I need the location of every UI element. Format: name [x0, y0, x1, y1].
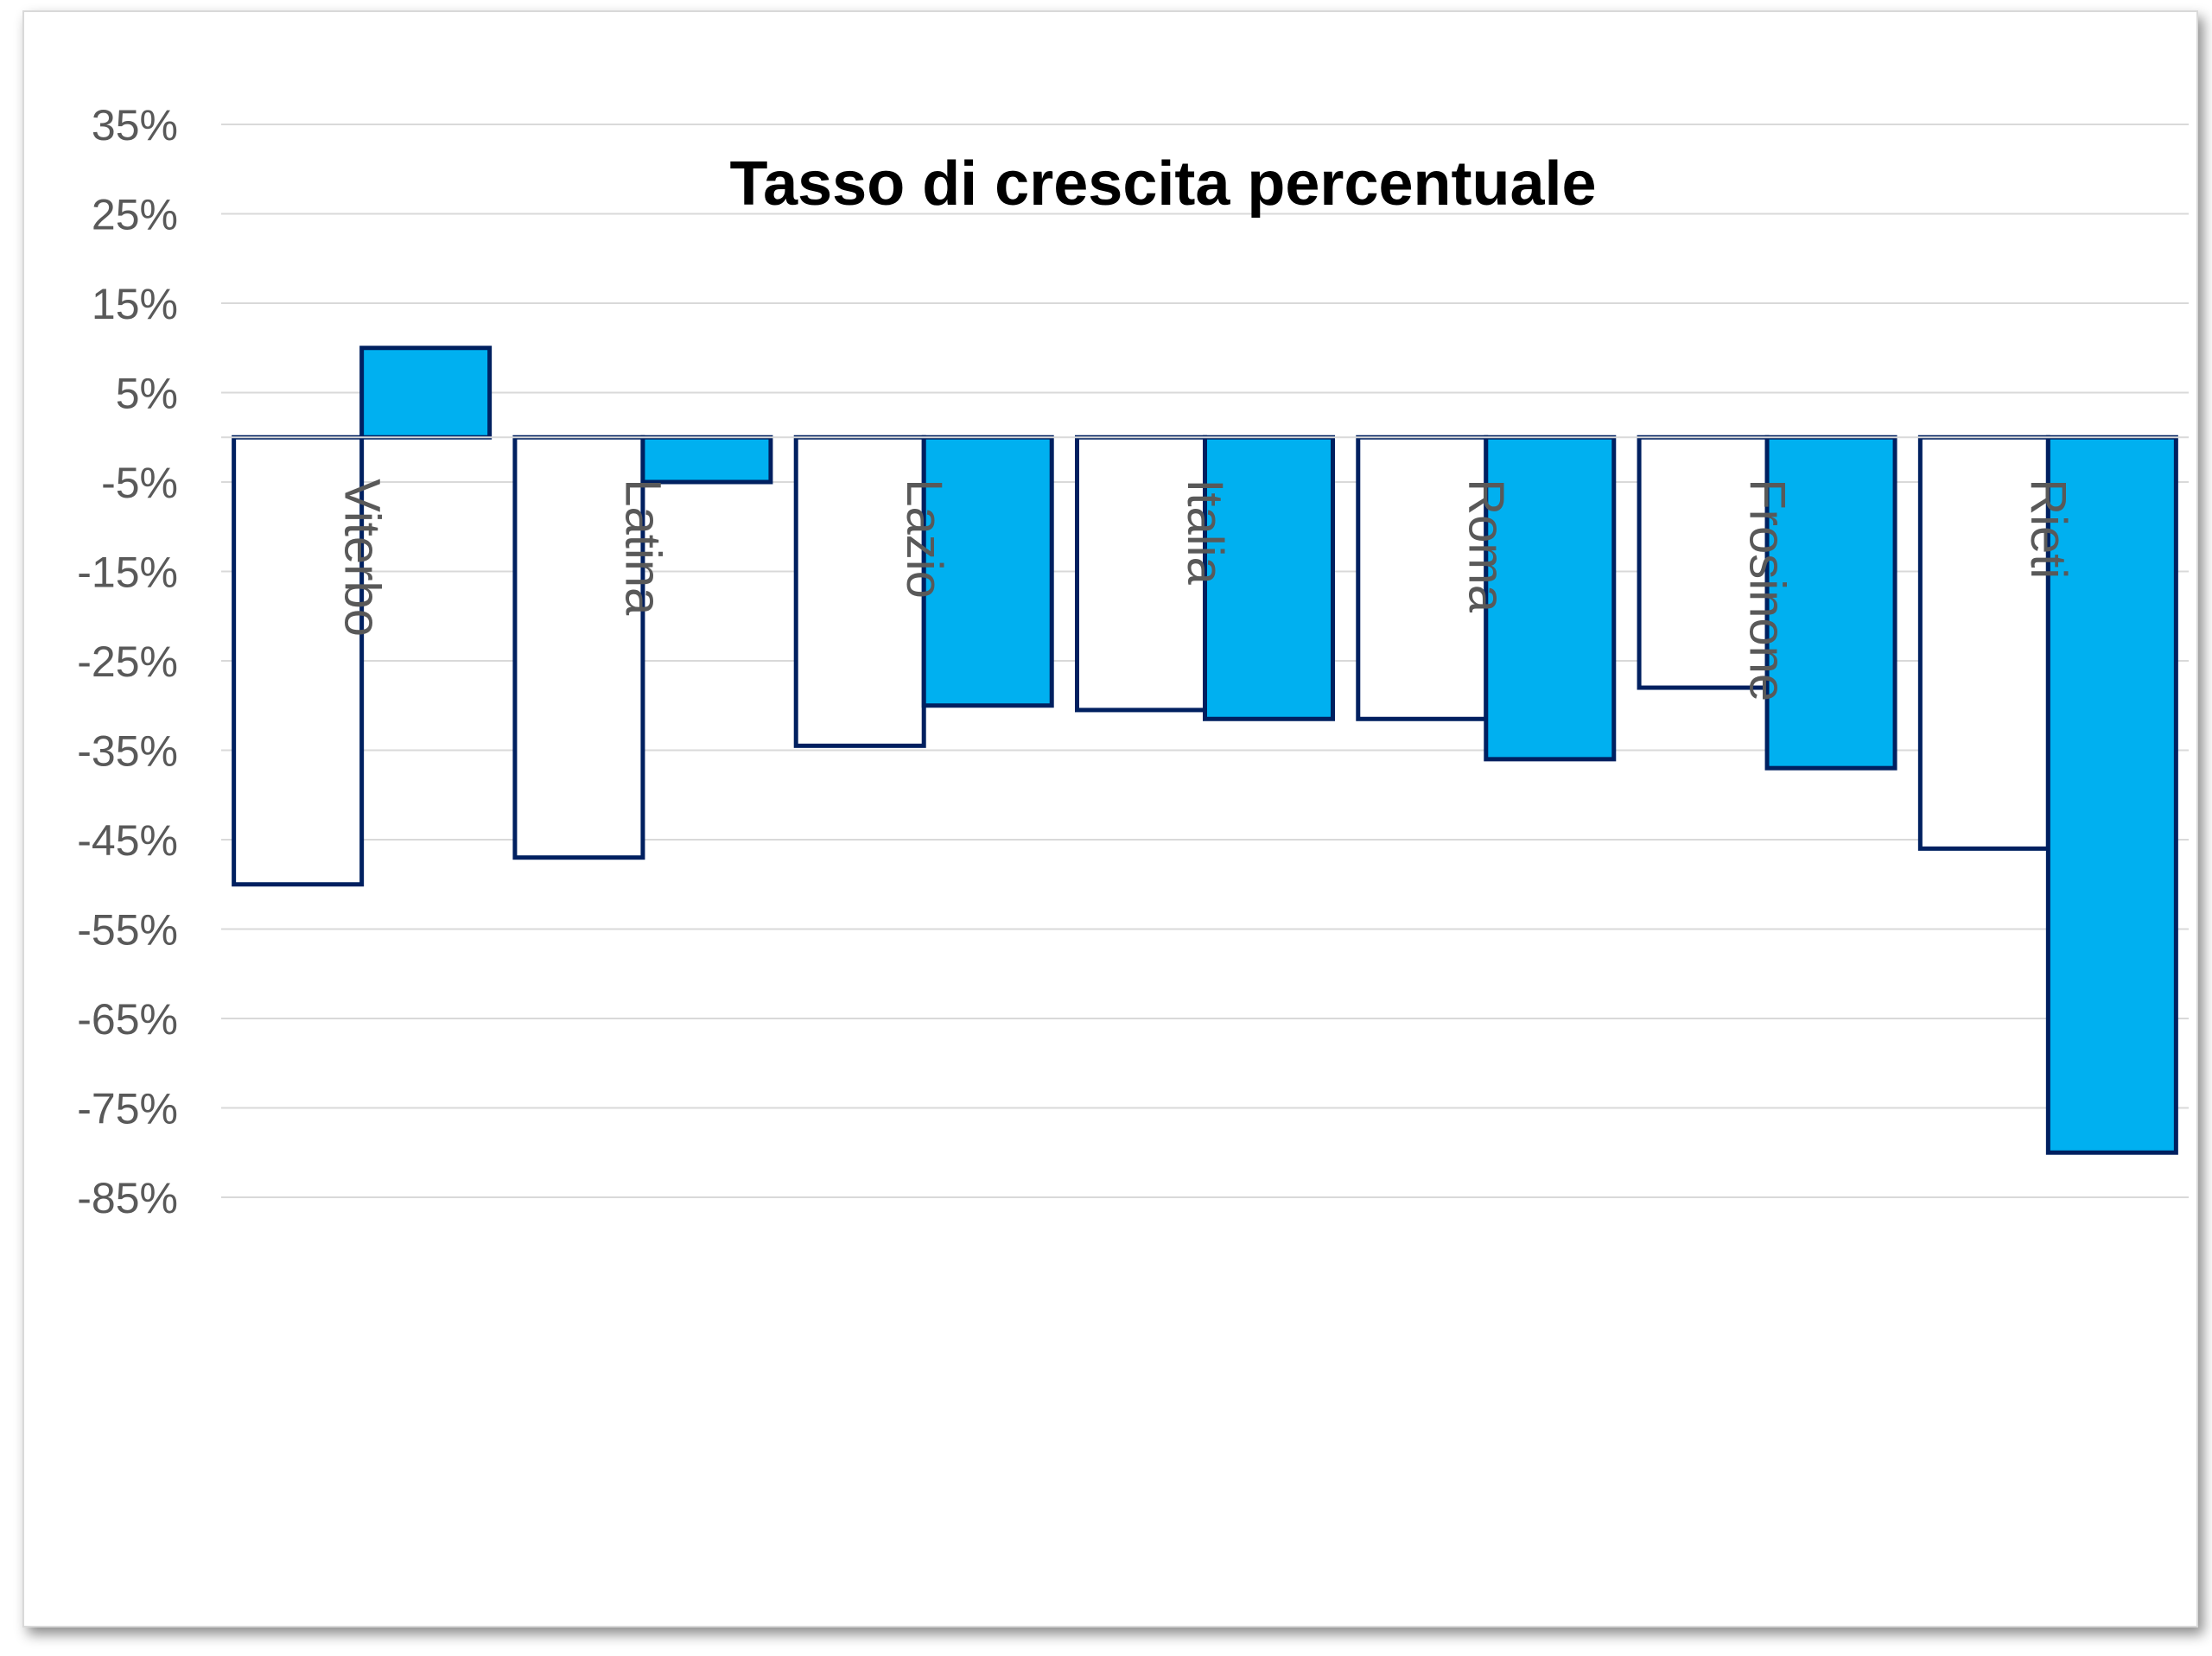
y-axis-ticks: 35% 25% 15% 5% -5% -15% -25% -35% -45% -55% -65% -7…: [77, 101, 178, 1222]
bar-2-frosinone: [1764, 435, 1897, 771]
bar-chart: 35% 25% 15% 5% -5% -15% -25% -35% -45% -55% -65% -7…: [77, 101, 2189, 1222]
bar-2-lazio: [921, 435, 1054, 708]
y-tick-label: -55%: [77, 906, 178, 955]
bar-2-rieti: [2045, 435, 2178, 1155]
bar-1-lazio: [793, 435, 926, 748]
chart-frame: 35% 25% 15% 5% -5% -15% -25% -35% -45% -55% -65% -7…: [22, 10, 2198, 1627]
y-tick-label: -65%: [77, 995, 178, 1044]
bar-2-roma: [1484, 435, 1617, 762]
category-label: Latina: [615, 479, 671, 616]
chart-title: Tasso di crescita percentuale: [729, 149, 1596, 219]
y-tick-label: -85%: [77, 1174, 178, 1222]
category-labels: Viterbo Latina Lazio Italia Roma Frosinone Rie…: [334, 479, 2076, 701]
bar-1-viterbo: [232, 435, 365, 887]
bar-2-italia: [1203, 435, 1335, 721]
bar-1-latina: [512, 435, 645, 860]
bar-1-rieti: [1917, 435, 2050, 851]
bar-2-latina: [640, 435, 773, 485]
y-tick-label: -5%: [101, 459, 178, 507]
category-label: Italia: [1177, 479, 1233, 585]
category-label: Roma: [1458, 479, 1514, 612]
y-tick-label: 5%: [116, 370, 178, 418]
category-label: Frosinone: [1739, 479, 1796, 701]
category-label: Viterbo: [334, 479, 390, 637]
y-tick-label: -25%: [77, 638, 178, 686]
y-tick-label: -45%: [77, 816, 178, 865]
y-tick-label: 15%: [92, 280, 178, 328]
bar-2-viterbo: [359, 346, 493, 440]
bars: [232, 346, 2178, 1155]
y-tick-label: 35%: [92, 101, 178, 149]
bar-1-italia: [1075, 435, 1207, 713]
y-tick-label: -35%: [77, 727, 178, 776]
category-label: Rieti: [2020, 479, 2076, 579]
y-tick-label: -75%: [77, 1085, 178, 1133]
bar-1-roma: [1356, 435, 1489, 721]
y-tick-label: -15%: [77, 549, 178, 597]
y-tick-label: 25%: [92, 191, 178, 239]
category-label: Lazio: [896, 479, 952, 599]
